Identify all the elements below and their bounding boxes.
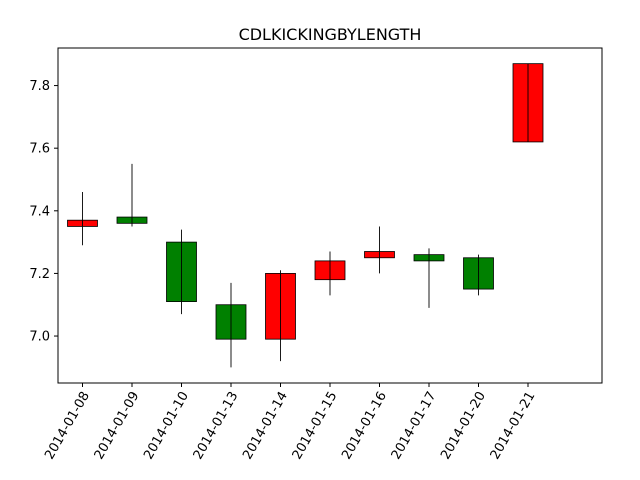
candle [413, 248, 445, 308]
x-tick-label: 2014-01-15 [290, 389, 341, 462]
x-axis: 2014-01-082014-01-092014-01-102014-01-13… [42, 383, 538, 462]
candle [364, 226, 395, 274]
x-tick-label: 2014-01-09 [92, 389, 143, 462]
candle [314, 251, 346, 296]
candle [215, 282, 247, 368]
candle [116, 163, 148, 227]
y-tick-label: 7.6 [29, 142, 50, 157]
x-tick-label: 2014-01-20 [438, 389, 489, 462]
plot-area [67, 63, 544, 368]
x-tick-label: 2014-01-14 [240, 389, 291, 462]
candle [512, 63, 544, 143]
y-axis: 7.0 7.2 7.4 7.6 7.8 [29, 79, 58, 345]
x-tick-label: 2014-01-17 [389, 389, 440, 462]
x-tick-label: 2014-01-16 [339, 389, 390, 462]
y-tick-label: 7.2 [29, 267, 50, 282]
x-tick-label: 2014-01-13 [191, 389, 242, 462]
candle [463, 254, 494, 296]
y-tick-label: 7.8 [29, 79, 50, 94]
candle [67, 192, 98, 246]
chart-title: CDLKICKINGBYLENGTH [239, 25, 422, 44]
y-tick-label: 7.0 [29, 330, 50, 345]
x-tick-label: 2014-01-10 [141, 389, 192, 462]
candle [265, 270, 296, 362]
candle [166, 229, 197, 315]
x-tick-label: 2014-01-08 [42, 389, 93, 462]
y-tick-label: 7.4 [29, 204, 50, 219]
x-tick-label: 2014-01-21 [488, 389, 539, 462]
